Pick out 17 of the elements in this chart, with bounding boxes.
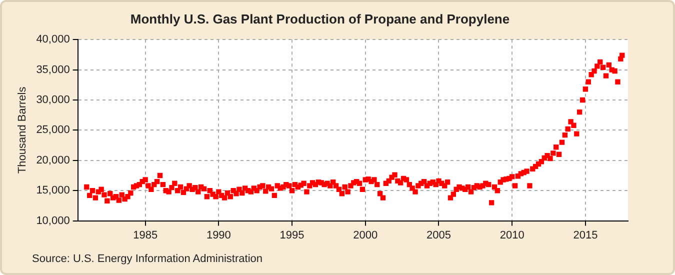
x-tick-label: 1985: [133, 229, 158, 242]
y-axis-title: Thousand Barrels: [16, 86, 29, 174]
x-tick-label: 1995: [280, 229, 304, 242]
x-tick-label: 2000: [353, 229, 378, 242]
x-tick-label: 1990: [206, 229, 231, 242]
source-note: Source: U.S. Energy Information Administration: [32, 253, 262, 265]
y-tick-label: 35,000: [36, 64, 70, 76]
y-tick-label: 25,000: [36, 124, 70, 136]
x-tick-label: 2010: [500, 229, 524, 242]
x-tick-label: 2005: [426, 229, 451, 242]
y-tick-label: 15,000: [36, 184, 70, 197]
y-tick-label: 10,000: [36, 214, 70, 227]
chart-title: Monthly U.S. Gas Plant Production of Propane and Propylene: [130, 11, 510, 26]
y-tick-label: 20,000: [36, 154, 70, 166]
x-tick-label: 2015: [573, 229, 598, 242]
y-tick-label: 40,000: [36, 34, 70, 46]
y-tick-label: 30,000: [36, 94, 70, 106]
